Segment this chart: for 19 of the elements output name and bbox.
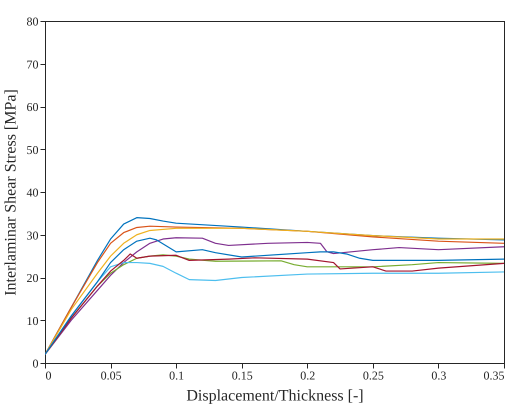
x-tick-label: 0.05 <box>100 368 122 382</box>
y-tick-label: 30 <box>26 228 38 242</box>
x-tick-label: 0.3 <box>431 368 446 382</box>
y-tick-label: 60 <box>26 100 38 114</box>
x-tick-label: 0 <box>46 368 52 382</box>
y-axis-title: Interlaminar Shear Stress [MPa] <box>2 89 20 296</box>
y-tick-label: 70 <box>26 57 38 72</box>
y-tick-label: 50 <box>26 142 38 157</box>
x-tick-label: 0.15 <box>232 368 253 382</box>
y-tick-label: 10 <box>26 314 38 328</box>
x-tick-label: 0.25 <box>362 368 384 382</box>
x-axis-title: Displacement/Thickness [-] <box>186 388 364 404</box>
y-tick-label: 40 <box>26 186 38 200</box>
y-tick-label: 20 <box>26 271 38 285</box>
y-tick-label: 0 <box>32 356 38 370</box>
x-tick-label: 0.35 <box>484 368 504 382</box>
x-tick-label: 0.1 <box>169 368 184 382</box>
y-tick-label: 80 <box>26 14 38 28</box>
x-tick-label: 0.2 <box>300 368 316 382</box>
